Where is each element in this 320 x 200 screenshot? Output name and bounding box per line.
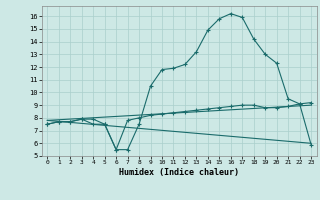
X-axis label: Humidex (Indice chaleur): Humidex (Indice chaleur) xyxy=(119,168,239,177)
